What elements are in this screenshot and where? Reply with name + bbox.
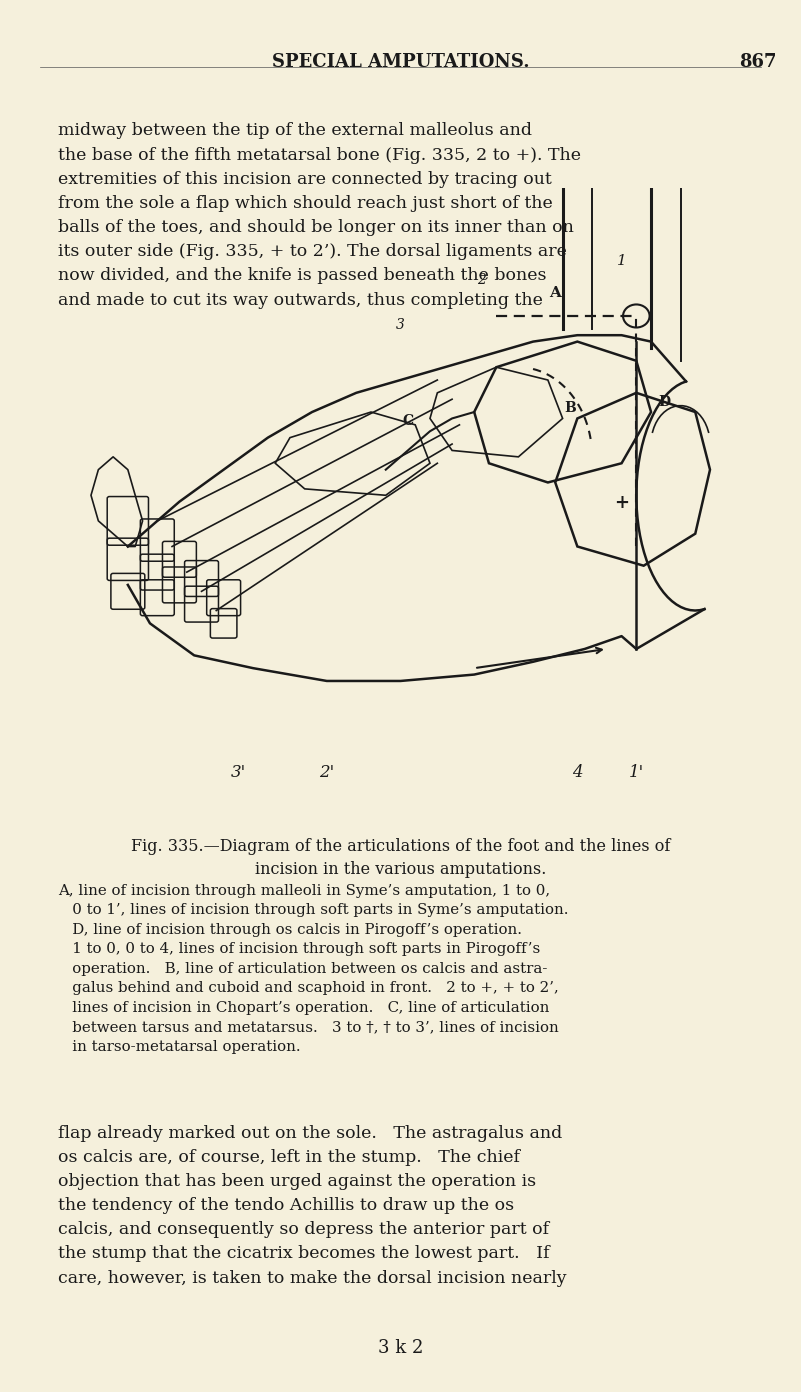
Text: SPECIAL AMPUTATIONS.: SPECIAL AMPUTATIONS. <box>272 53 529 71</box>
Text: 2': 2' <box>319 764 335 781</box>
Text: A, line of incision through malleoli in Syme’s amputation, 1 to 0,
   0 to 1’, l: A, line of incision through malleoli in … <box>58 884 568 1054</box>
Text: 3 k 2: 3 k 2 <box>378 1339 423 1357</box>
Text: B: B <box>564 401 576 415</box>
Text: A: A <box>549 285 562 299</box>
Text: +: + <box>614 494 629 512</box>
Text: midway between the tip of the external malleolus and
the base of the fifth metat: midway between the tip of the external m… <box>58 122 581 309</box>
Text: D: D <box>658 394 670 409</box>
Text: 867: 867 <box>739 53 777 71</box>
Text: 4: 4 <box>572 764 582 781</box>
Text: Fig. 335.—Diagram of the articulations of the foot and the lines of
incision in : Fig. 335.—Diagram of the articulations o… <box>131 838 670 878</box>
Text: 3': 3' <box>231 764 246 781</box>
Text: 1: 1 <box>617 253 626 267</box>
Text: C: C <box>402 413 413 427</box>
Text: 3: 3 <box>396 317 405 331</box>
Text: 1': 1' <box>629 764 644 781</box>
Text: 2: 2 <box>477 273 486 287</box>
Text: flap already marked out on the sole.   The astragalus and
os calcis are, of cour: flap already marked out on the sole. The… <box>58 1125 566 1286</box>
